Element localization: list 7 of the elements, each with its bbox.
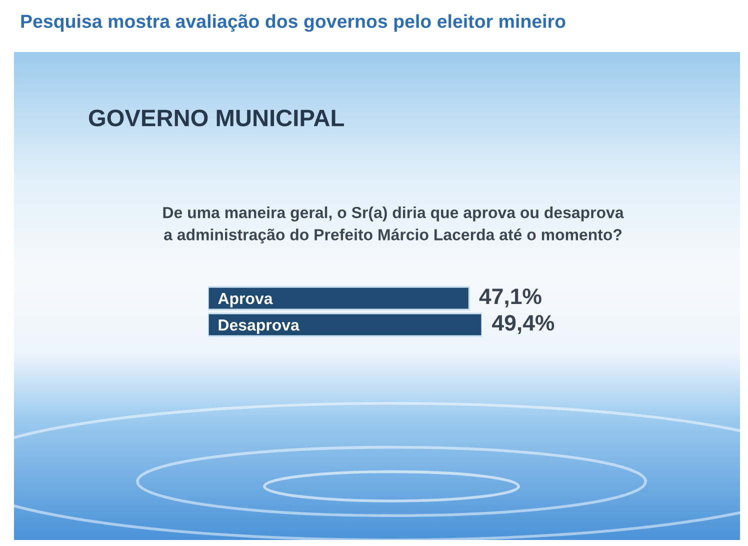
chart-subtitle: GOVERNO MUNICIPAL <box>88 110 344 126</box>
data-label: 47,1% <box>479 288 542 308</box>
text: De uma maneira geral, o Sr(a) diria que aprova ou desaprova a administração do Prefeito Márcio Lacerda até o momento? <box>163 206 624 244</box>
y-tick-label: Aprova <box>218 293 273 308</box>
data-label: 49,4% <box>492 314 554 334</box>
chart-title: Pesquisa mostra avaliação dos governos pelo eleitor mineiro <box>21 14 566 32</box>
y-tick-label: Desaprova <box>218 320 300 334</box>
